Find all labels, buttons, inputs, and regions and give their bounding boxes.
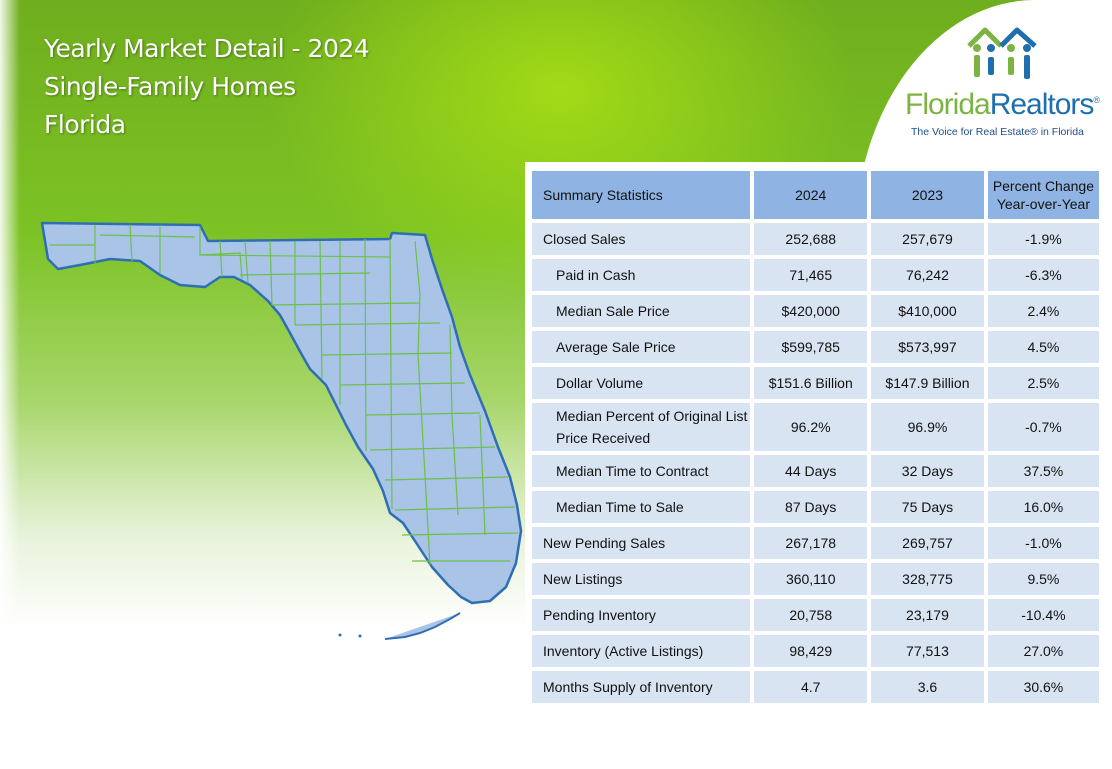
value-2024: $151.6 Billion	[754, 367, 868, 399]
value-2023: 96.9%	[871, 403, 984, 451]
percent-change: -1.9%	[987, 223, 1099, 255]
value-2024: 87 Days	[754, 491, 868, 523]
value-2024: 360,110	[754, 563, 868, 595]
row-label: Median Time to Contract	[532, 455, 751, 487]
florida-realtors-logo: FloridaRealtors® The Voice for Real Esta…	[905, 22, 1105, 147]
row-label: Closed Sales	[532, 223, 751, 255]
table-row: Dollar Volume $151.6 Billion $147.9 Bill…	[532, 367, 1099, 399]
value-2024: 252,688	[754, 223, 868, 255]
percent-change: 16.0%	[987, 491, 1099, 523]
value-2023: 77,513	[871, 635, 984, 667]
title-line-1: Yearly Market Detail - 2024	[44, 34, 370, 63]
row-label: Average Sale Price	[532, 331, 751, 363]
table-row: Pending Inventory 20,758 23,179 -10.4%	[532, 599, 1099, 631]
value-2023: $410,000	[871, 295, 984, 327]
value-2024: 4.7	[754, 671, 868, 703]
logo-tagline: The Voice for Real Estate® in Florida	[911, 126, 1084, 138]
percent-change: 2.5%	[987, 367, 1099, 399]
row-label: Dollar Volume	[532, 367, 751, 399]
value-2023: 269,757	[871, 527, 984, 559]
title-line-3: Florida	[44, 110, 126, 139]
percent-change: -0.7%	[987, 403, 1099, 451]
percent-change: 27.0%	[987, 635, 1099, 667]
county-lines	[50, 224, 519, 566]
percent-change: 2.4%	[987, 295, 1099, 327]
houses-people-icon	[967, 27, 1037, 79]
row-label: Paid in Cash	[532, 259, 751, 291]
value-2023: 257,679	[871, 223, 984, 255]
value-2023: 75 Days	[871, 491, 984, 523]
percent-change: 4.5%	[987, 331, 1099, 363]
florida-state-shape	[40, 221, 523, 605]
row-label: Pending Inventory	[532, 599, 751, 631]
value-2024: 98,429	[754, 635, 868, 667]
florida-county-map	[40, 221, 523, 640]
header-2024: 2024	[754, 171, 868, 219]
title-line-2: Single-Family Homes	[44, 72, 296, 101]
logo-wordmark-florida: Florida	[905, 88, 991, 121]
table-row: Median Time to Contract 44 Days 32 Days …	[532, 455, 1099, 487]
value-2024: 71,465	[754, 259, 868, 291]
header-2023: 2023	[871, 171, 984, 219]
percent-change: -10.4%	[987, 599, 1099, 631]
value-2023: 32 Days	[871, 455, 984, 487]
table-header-row: Summary Statistics 2024 2023 Percent Cha…	[532, 171, 1099, 219]
value-2024: $420,000	[754, 295, 868, 327]
row-label: Inventory (Active Listings)	[532, 635, 751, 667]
value-2023: $147.9 Billion	[871, 367, 984, 399]
value-2024: $599,785	[754, 331, 868, 363]
logo-wordmark: FloridaRealtors®	[905, 88, 1100, 122]
value-2023: $573,997	[871, 331, 984, 363]
table-row: Median Percent of Original List Price Re…	[532, 403, 1099, 451]
header-summary-statistics: Summary Statistics	[532, 171, 751, 219]
table-row: Paid in Cash 71,465 76,242 -6.3%	[532, 259, 1099, 291]
row-label: New Pending Sales	[532, 527, 751, 559]
table-row: New Pending Sales 267,178 269,757 -1.0%	[532, 527, 1099, 559]
table-row: Average Sale Price $599,785 $573,997 4.5…	[532, 331, 1099, 363]
table-row: New Listings 360,110 328,775 9.5%	[532, 563, 1099, 595]
map-dot	[338, 633, 342, 637]
row-label: Median Time to Sale	[532, 491, 751, 523]
table-row: Median Sale Price $420,000 $410,000 2.4%	[532, 295, 1099, 327]
value-2023: 23,179	[871, 599, 984, 631]
value-2023: 3.6	[871, 671, 984, 703]
value-2024: 44 Days	[754, 455, 868, 487]
row-label: New Listings	[532, 563, 751, 595]
row-label: Months Supply of Inventory	[532, 671, 751, 703]
value-2024: 96.2%	[754, 403, 868, 451]
percent-change: -1.0%	[987, 527, 1099, 559]
page-title: Yearly Market Detail - 2024 Single-Famil…	[44, 30, 370, 144]
logo-registered-mark: ®	[1093, 95, 1100, 105]
logo-wordmark-realtors: Realtors	[989, 88, 1095, 121]
table-row: Closed Sales 252,688 257,679 -1.9%	[532, 223, 1099, 255]
percent-change: -6.3%	[987, 259, 1099, 291]
map-dot	[358, 634, 362, 638]
value-2024: 267,178	[754, 527, 868, 559]
florida-keys	[384, 612, 461, 640]
summary-statistics-panel: Summary Statistics 2024 2023 Percent Cha…	[525, 162, 1103, 758]
table-row: Months Supply of Inventory 4.7 3.6 30.6%	[532, 671, 1099, 703]
header-percent-change: Percent Change Year-over-Year	[987, 171, 1099, 219]
value-2024: 20,758	[754, 599, 868, 631]
value-2023: 76,242	[871, 259, 984, 291]
row-label: Median Sale Price	[532, 295, 751, 327]
table-row: Median Time to Sale 87 Days 75 Days 16.0…	[532, 491, 1099, 523]
percent-change: 30.6%	[987, 671, 1099, 703]
percent-change: 37.5%	[987, 455, 1099, 487]
row-label: Median Percent of Original List Price Re…	[532, 403, 751, 451]
summary-statistics-table: Summary Statistics 2024 2023 Percent Cha…	[528, 167, 1103, 707]
percent-change: 9.5%	[987, 563, 1099, 595]
table-row: Inventory (Active Listings) 98,429 77,51…	[532, 635, 1099, 667]
value-2023: 328,775	[871, 563, 984, 595]
background-edge-fade	[0, 0, 20, 769]
